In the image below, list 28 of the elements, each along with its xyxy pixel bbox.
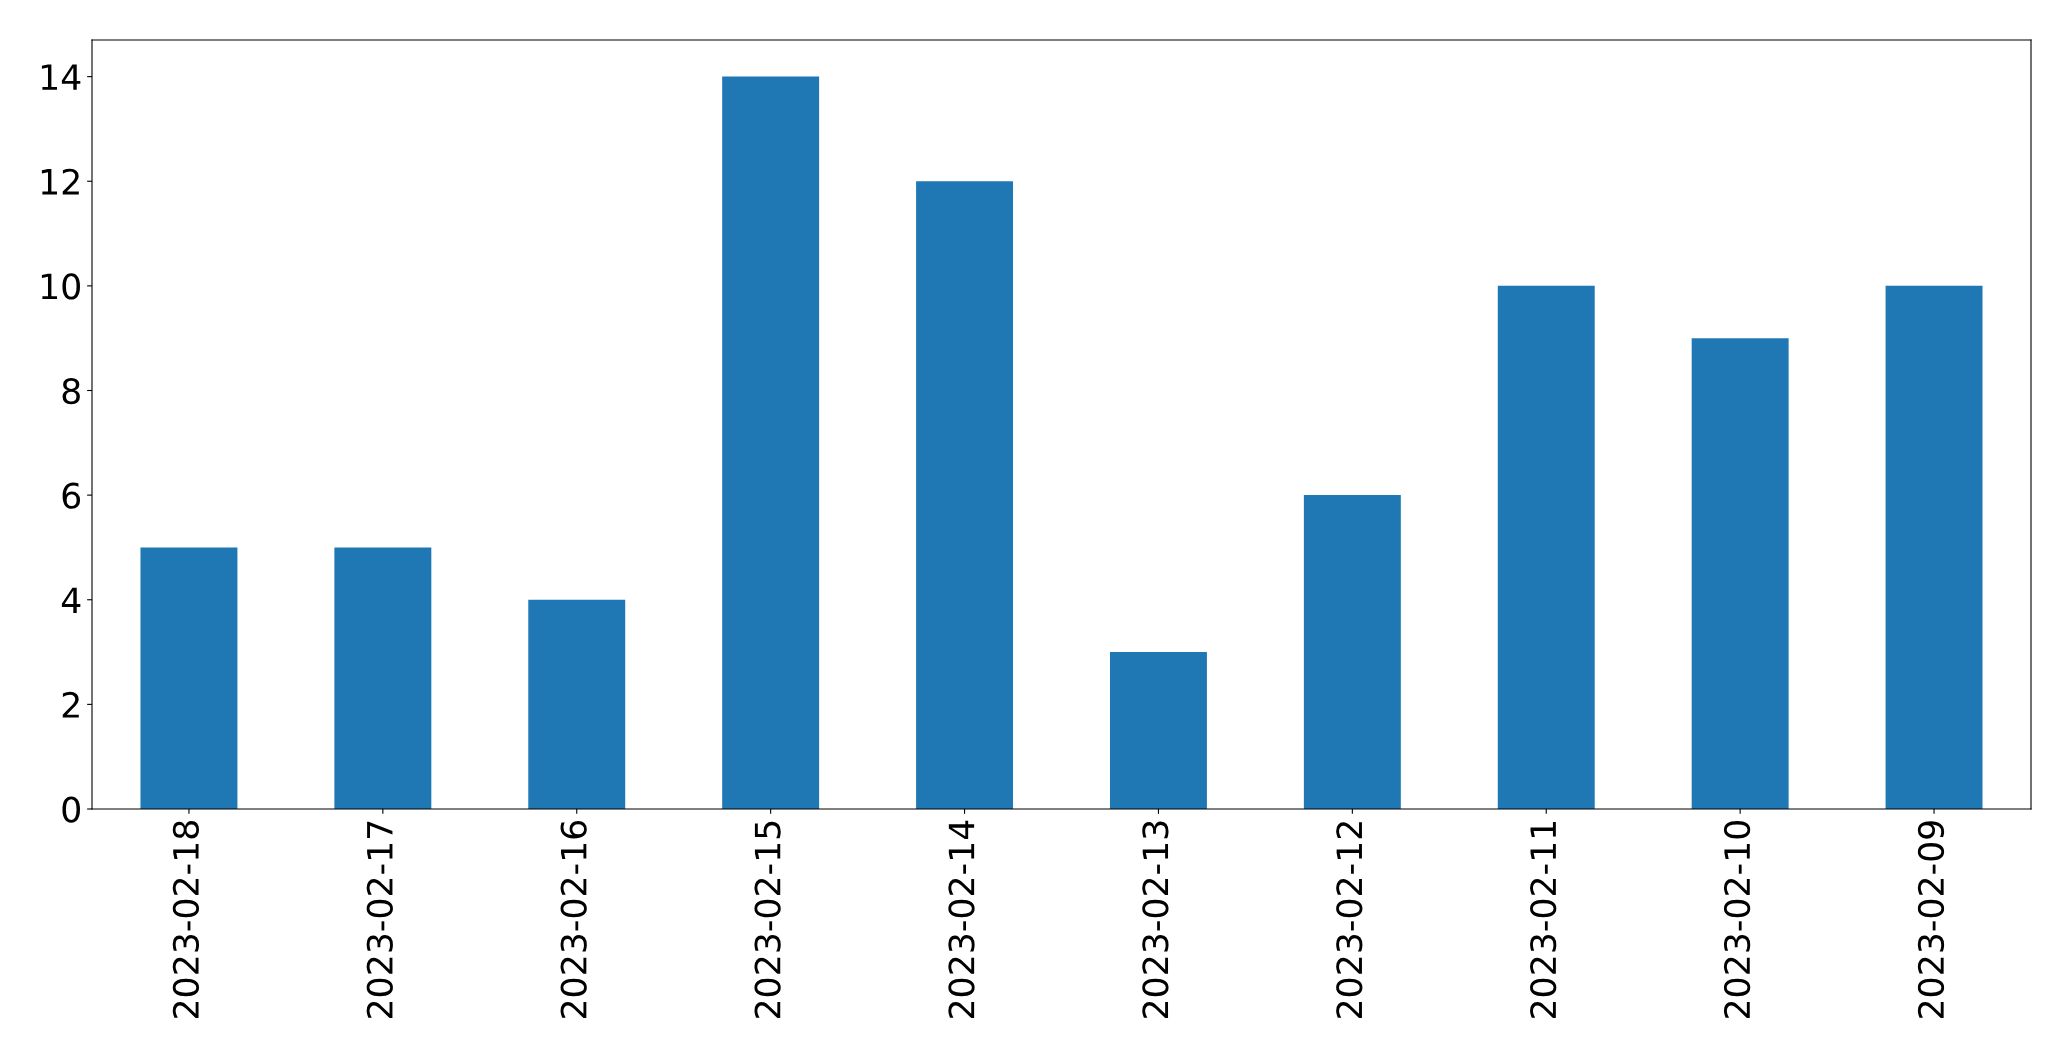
y-tick-label: 0	[62, 796, 80, 823]
x-tick-label: 2023-02-14	[948, 820, 975, 1018]
y-tick-label: 6	[62, 482, 81, 509]
bar	[1303, 495, 1401, 809]
x-tick-label: 2023-02-13	[1142, 821, 1169, 1018]
bar	[1885, 285, 1983, 809]
x-tick-label: 2023-02-10	[1723, 821, 1751, 1018]
bar	[1691, 338, 1789, 809]
bar	[1497, 285, 1595, 809]
bar	[334, 547, 432, 809]
x-tick-label: 2023-02-18	[172, 821, 200, 1018]
y-tick-label: 14	[41, 64, 81, 90]
bar	[140, 547, 238, 809]
x-tick-label: 2023-02-12	[1336, 822, 1363, 1018]
x-tick-label: 2023-02-11	[1530, 821, 1557, 1018]
x-tick-label: 2023-02-09	[1917, 821, 1945, 1018]
bar	[722, 76, 820, 809]
x-tick-label: 2023-02-16	[560, 820, 587, 1018]
x-tick-label: 2023-02-17	[366, 821, 393, 1018]
y-tick-label: 4	[61, 587, 81, 613]
y-tick-label: 8	[62, 377, 80, 405]
bar	[1109, 652, 1207, 809]
y-tick-label: 12	[41, 168, 79, 195]
y-tick-label: 10	[41, 273, 80, 300]
y-tick-label: 2	[62, 691, 79, 718]
bar	[528, 599, 626, 809]
bar	[916, 181, 1014, 809]
x-tick-label: 2023-02-15	[754, 821, 781, 1018]
